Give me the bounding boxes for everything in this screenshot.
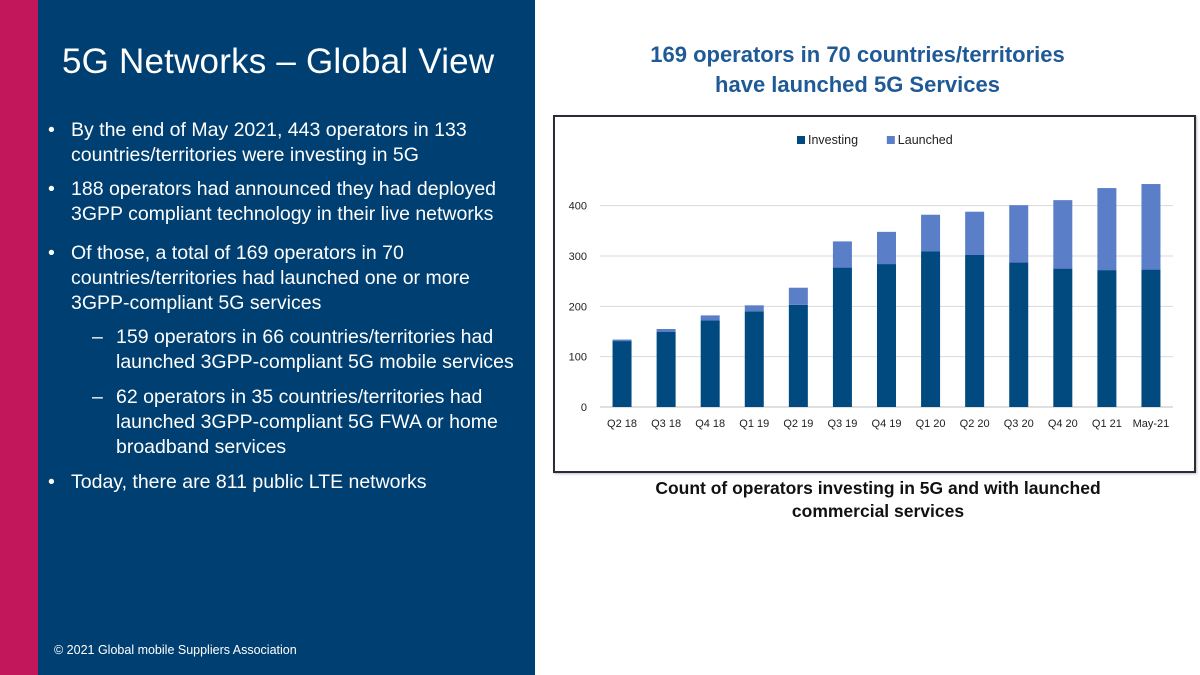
- x-tick-label: Q3 19: [827, 418, 857, 430]
- y-tick-label: 0: [581, 402, 587, 414]
- stacked-bar-chart: 0 100 200 300 400 Q2 18 Q3 18 Q4 18 Q1 19 Q2 19 Q3…: [569, 133, 1173, 430]
- x-tick-label: Q1 19: [739, 418, 769, 430]
- bar-launched: [788, 287, 808, 305]
- left-panel: 5G Networks – Global View By the end of …: [38, 0, 535, 675]
- bar-investing: [744, 311, 764, 407]
- y-tick-label: 200: [569, 301, 587, 313]
- x-tick-label: Q3 20: [1004, 418, 1034, 430]
- chart-frame: 0 100 200 300 400 Q2 18 Q3 18 Q4 18 Q1 19 Q2 19 Q3…: [553, 115, 1196, 473]
- bar-launched: [832, 241, 852, 268]
- chart-headline: 169 operators in 70 countries/territorie…: [560, 40, 1155, 100]
- bullet-lte: Today, there are 811 public LTE networks: [46, 470, 526, 495]
- chart-caption-line1: Count of operators investing in 5G and w…: [655, 478, 1101, 498]
- bar-launched: [877, 231, 896, 265]
- chart-caption-line2: commercial services: [791, 501, 965, 521]
- bar-launched: [1009, 205, 1029, 263]
- bar-launched: [1053, 200, 1073, 269]
- bar-investing: [921, 251, 941, 407]
- bullet-list: By the end of May 2021, 443 operators in…: [46, 118, 526, 504]
- legend-label-launched: Launched: [898, 133, 953, 147]
- bar-investing: [788, 304, 808, 407]
- chart-headline-line1: 169 operators in 70 countries/territorie…: [650, 42, 1065, 67]
- accent-bar: [0, 0, 38, 675]
- bullet-launched: Of those, a total of 169 operators in 70…: [46, 241, 526, 316]
- x-tick-label: Q4 20: [1048, 418, 1078, 430]
- bar-launched: [1141, 184, 1161, 270]
- x-tick-label: Q1 20: [916, 418, 946, 430]
- x-tick-label: Q4 19: [872, 418, 902, 430]
- x-tick-label: Q4 18: [695, 418, 725, 430]
- bar-investing: [612, 341, 632, 407]
- bar-investing: [877, 264, 896, 407]
- bar-launched: [1097, 188, 1117, 271]
- x-tick-label: Q2 18: [607, 418, 637, 430]
- y-tick-label: 100: [569, 352, 587, 364]
- y-tick-label: 300: [569, 251, 587, 263]
- bullet-investing: By the end of May 2021, 443 operators in…: [46, 118, 526, 168]
- bullet-deployed: 188 operators had announced they had dep…: [46, 177, 526, 227]
- bar-investing: [1141, 269, 1161, 407]
- chart-caption: Count of operators investing in 5G and w…: [560, 477, 1196, 523]
- bar-investing: [965, 255, 985, 407]
- bar-launched: [965, 211, 985, 256]
- x-tick-label: Q1 21: [1092, 418, 1122, 430]
- bar-launched: [612, 339, 632, 342]
- bar-investing: [656, 332, 676, 407]
- bar-investing: [1009, 262, 1029, 407]
- bar-launched: [744, 305, 764, 312]
- x-tick-label: Q3 18: [651, 418, 681, 430]
- sub-bullet-fwa: 62 operators in 35 countries/territories…: [46, 385, 526, 460]
- y-tick-label: 400: [569, 201, 587, 213]
- bar-investing: [1097, 270, 1117, 407]
- bar-investing: [1053, 268, 1073, 407]
- bar-launched: [700, 315, 720, 321]
- legend-swatch-launched: [886, 136, 895, 144]
- bar-launched: [921, 214, 941, 252]
- x-tick-label: May-21: [1133, 418, 1170, 430]
- copyright-notice: © 2021 Global mobile Suppliers Associati…: [54, 643, 297, 657]
- bar-investing: [700, 320, 720, 407]
- x-tick-label: Q2 20: [960, 418, 990, 430]
- slide-title: 5G Networks – Global View: [62, 42, 495, 81]
- bar-investing: [832, 267, 852, 407]
- sub-bullet-mobile: 159 operators in 66 countries/territorie…: [46, 325, 526, 375]
- legend-label-investing: Investing: [808, 133, 858, 147]
- legend-swatch-investing: [797, 136, 805, 144]
- chart-headline-line2: have launched 5G Services: [715, 72, 1000, 97]
- x-tick-label: Q2 19: [783, 418, 813, 430]
- bar-launched: [656, 328, 676, 333]
